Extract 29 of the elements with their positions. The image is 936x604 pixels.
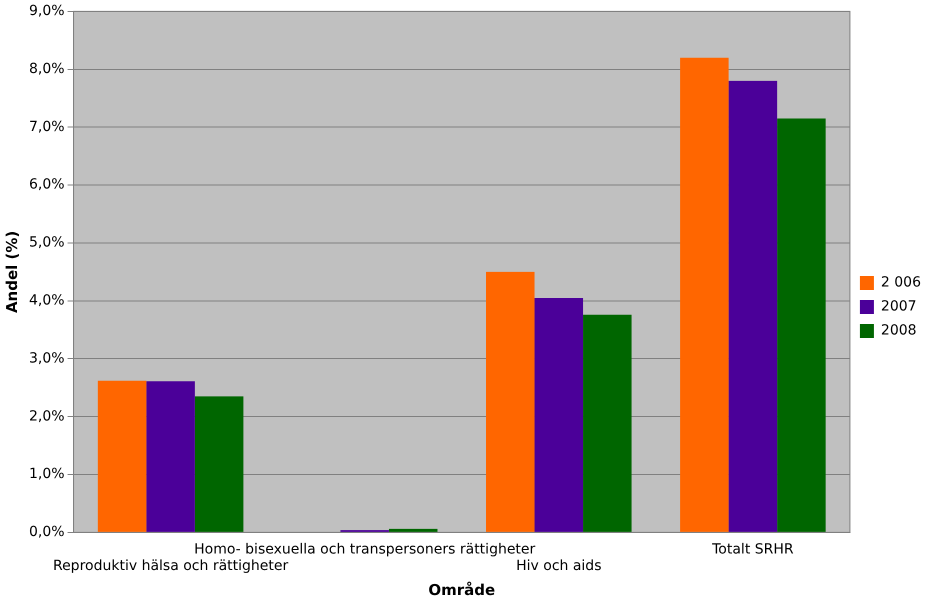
- legend-label: 2007: [880, 298, 917, 315]
- bar: [194, 396, 244, 532]
- bar: [388, 528, 438, 532]
- x-tick-label: Homo- bisexuella och transpersoners rättigheter: [194, 541, 536, 558]
- bar: [777, 118, 826, 532]
- x-tick-label: Hiv och aids: [516, 558, 602, 574]
- bar: [680, 58, 729, 532]
- y-tick-label: 8,0%: [28, 60, 65, 77]
- y-tick-label: 4,0%: [28, 292, 65, 308]
- bar: [146, 381, 195, 532]
- bar: [583, 314, 632, 532]
- y-tick-label: 5,0%: [28, 234, 65, 251]
- bar: [728, 80, 778, 532]
- y-tick-label: 6,0%: [28, 176, 65, 193]
- bar: [534, 298, 584, 532]
- y-tick-label: 9,0%: [28, 3, 65, 20]
- legend-label: 2008: [880, 322, 917, 339]
- x-axis-title: Område: [428, 580, 496, 599]
- legend-label: 2 006: [880, 274, 922, 291]
- y-tick-label: 1,0%: [28, 466, 65, 482]
- x-tick-label: Totalt SRHR: [711, 541, 794, 558]
- x-tick-label: Reproduktiv hälsa och rättigheter: [52, 558, 288, 574]
- bar: [486, 272, 535, 532]
- y-axis-title: Andel (%): [2, 230, 21, 314]
- y-tick-label: 0,0%: [28, 524, 65, 540]
- y-tick-label: 7,0%: [28, 118, 65, 135]
- y-tick-label: 3,0%: [28, 350, 65, 366]
- bar: [98, 380, 146, 532]
- y-tick-label: 2,0%: [28, 408, 65, 424]
